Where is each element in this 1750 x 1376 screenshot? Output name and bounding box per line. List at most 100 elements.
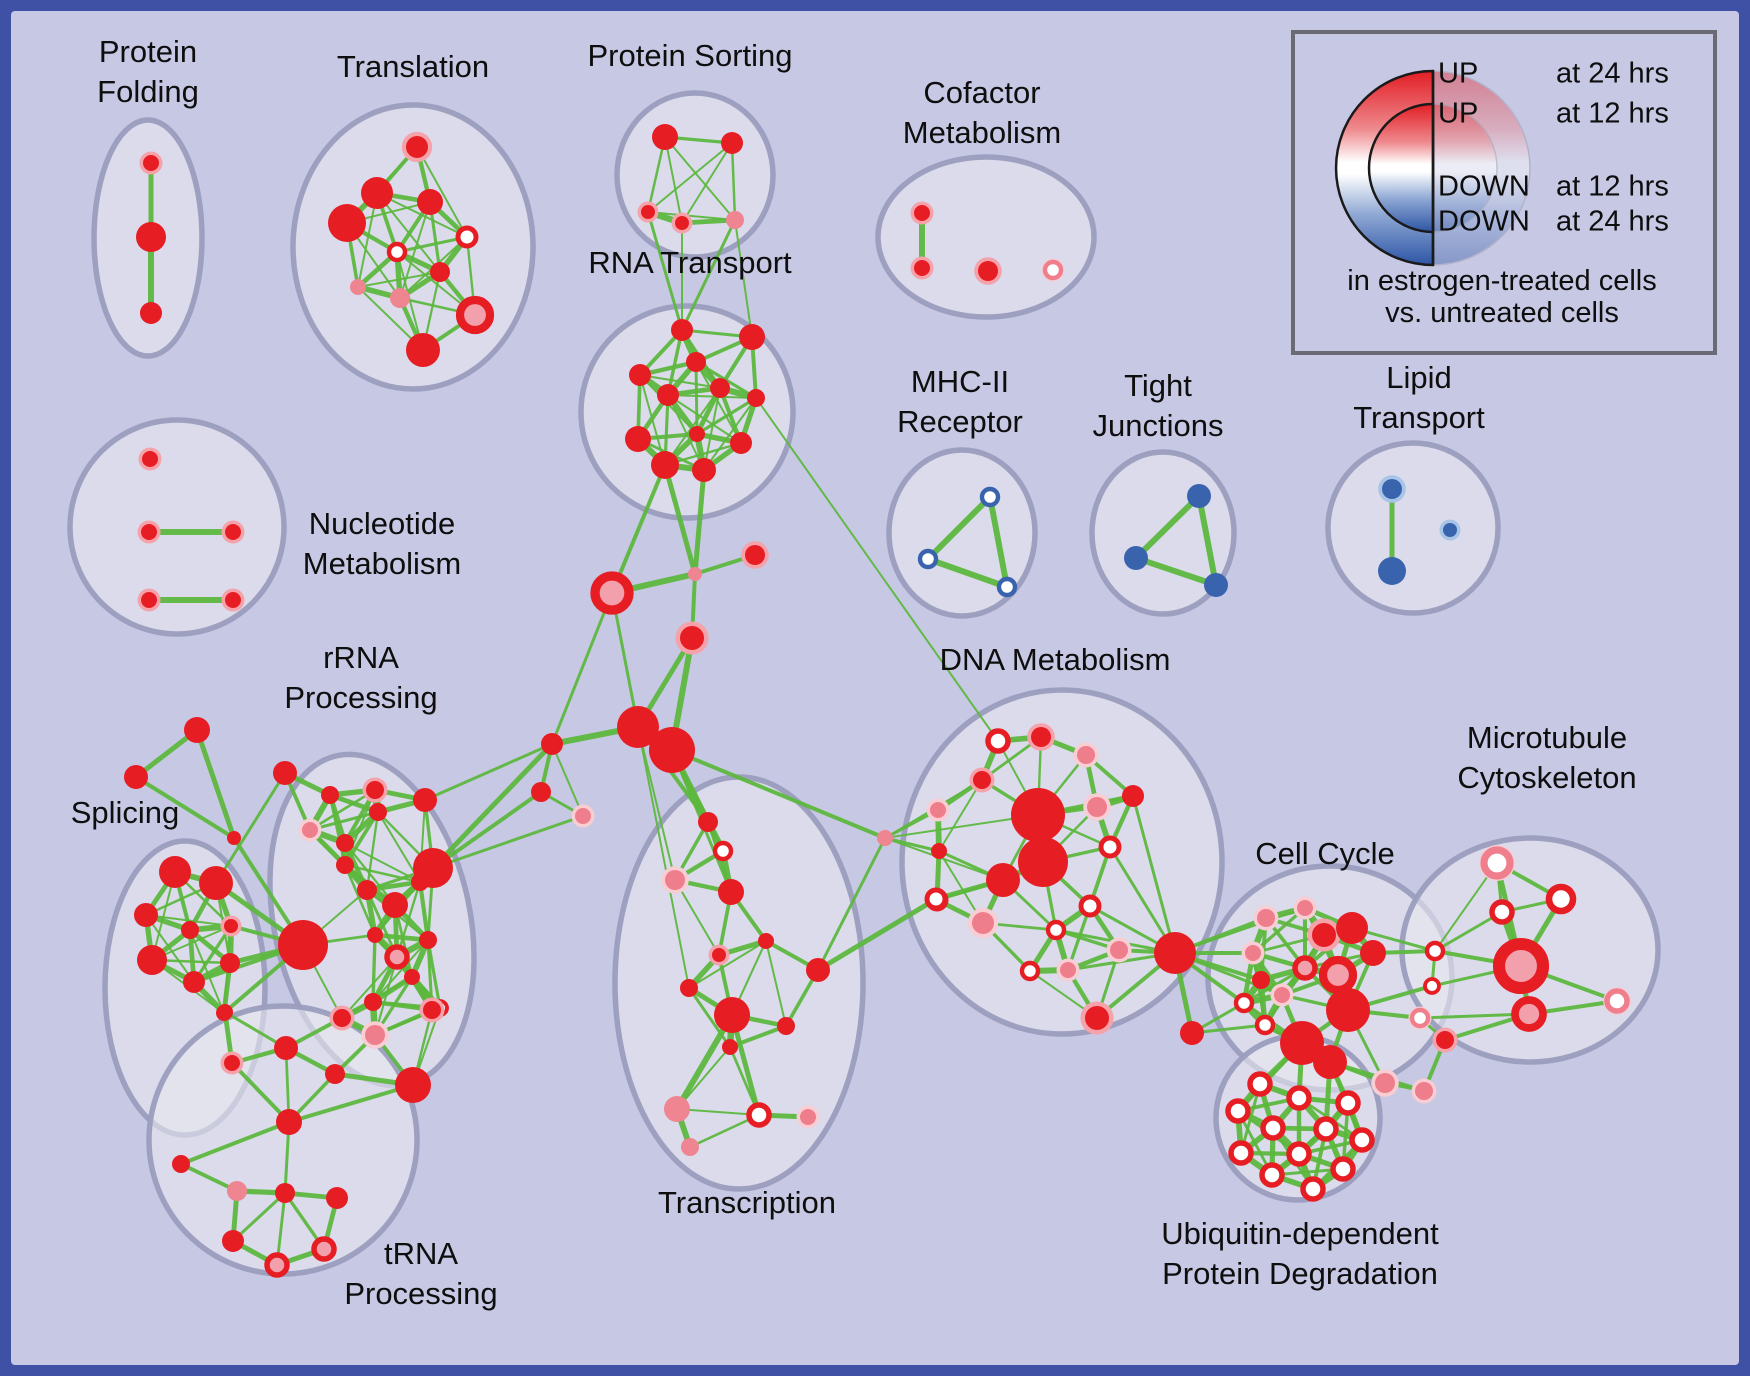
gene-node bbox=[199, 866, 233, 900]
gene-node bbox=[386, 241, 408, 263]
cluster-label-ubiquitin-degradation: Ubiquitin-dependent Protein Degradation bbox=[1161, 1216, 1439, 1291]
edge bbox=[765, 940, 787, 1027]
gene-node bbox=[714, 997, 750, 1033]
gene-node bbox=[675, 216, 689, 230]
gene-node bbox=[617, 706, 659, 748]
gene-node bbox=[671, 319, 693, 341]
gene-node bbox=[222, 1230, 244, 1252]
gene-node bbox=[1110, 941, 1128, 959]
edge bbox=[365, 810, 380, 892]
edge bbox=[815, 896, 939, 973]
edge bbox=[675, 1107, 761, 1117]
gene-node bbox=[681, 1138, 699, 1156]
gene-node bbox=[220, 953, 240, 973]
gene-node bbox=[1375, 1073, 1395, 1093]
gene-node bbox=[979, 486, 1001, 508]
gene-node bbox=[1423, 977, 1441, 995]
legend-entry-label: UP bbox=[1438, 58, 1478, 90]
edge bbox=[680, 218, 737, 332]
gene-node bbox=[1382, 479, 1402, 499]
edge bbox=[231, 1191, 287, 1243]
edge bbox=[647, 142, 733, 213]
edge bbox=[343, 863, 377, 937]
edge bbox=[816, 836, 887, 972]
edge bbox=[1196, 493, 1219, 588]
gene-node bbox=[1098, 835, 1122, 859]
gene-node bbox=[1045, 919, 1067, 941]
nodes-cell-cycle bbox=[1233, 896, 1386, 1079]
edge bbox=[703, 387, 721, 471]
edge bbox=[179, 1162, 239, 1193]
cluster-label-transcription: Transcription bbox=[658, 1185, 836, 1220]
gene-node bbox=[978, 261, 998, 281]
nodes-connectors bbox=[124, 541, 1399, 1097]
gene-node bbox=[417, 189, 443, 215]
gene-node bbox=[395, 1067, 431, 1103]
legend-box bbox=[1291, 30, 1717, 355]
legend-entry-label: UP bbox=[1438, 98, 1478, 130]
gene-node bbox=[227, 1181, 247, 1201]
gene-node bbox=[350, 279, 366, 295]
gene-node bbox=[406, 136, 428, 158]
edge bbox=[192, 924, 233, 984]
nodes-rrna-processing bbox=[273, 761, 453, 1103]
edge bbox=[674, 1012, 735, 1112]
cluster-label-lipid-transport: Lipid Transport bbox=[1353, 360, 1485, 435]
gene-node bbox=[686, 352, 706, 372]
nodes-cofactor-metabolism bbox=[910, 201, 1065, 285]
gene-node bbox=[718, 879, 744, 905]
gene-node bbox=[665, 870, 685, 890]
cluster-labels: Protein Folding Translation Protein Sorting… bbox=[71, 34, 1637, 1311]
gene-node bbox=[1313, 1045, 1347, 1079]
cluster-label-protein-sorting: Protein Sorting bbox=[587, 38, 792, 73]
gene-node bbox=[136, 222, 166, 252]
edge bbox=[703, 397, 757, 471]
gene-node bbox=[692, 458, 716, 482]
gene-node bbox=[625, 426, 651, 452]
gene-node bbox=[275, 1183, 295, 1203]
gene-node bbox=[541, 733, 563, 755]
gene-node bbox=[726, 211, 744, 229]
gene-node bbox=[366, 781, 384, 799]
edge bbox=[287, 1083, 415, 1124]
gene-node bbox=[274, 1036, 298, 1060]
gene-node bbox=[689, 426, 705, 442]
gene-node bbox=[336, 856, 354, 874]
gene-node bbox=[1318, 955, 1358, 995]
gene-node bbox=[455, 225, 479, 249]
legend-footnote-line: in estrogen-treated cells bbox=[1347, 265, 1657, 297]
gene-node bbox=[1604, 988, 1630, 1014]
gene-node bbox=[455, 295, 495, 335]
edge bbox=[755, 397, 999, 742]
gene-node bbox=[1436, 1031, 1454, 1049]
edge bbox=[664, 136, 736, 221]
gene-node bbox=[1060, 962, 1076, 978]
gene-node bbox=[1260, 1115, 1286, 1141]
gene-node bbox=[1259, 1162, 1285, 1188]
gene-node bbox=[1078, 894, 1102, 918]
edge bbox=[687, 986, 732, 1049]
cluster-label-rrna-processing: rRNA Processing bbox=[284, 640, 437, 715]
edge bbox=[551, 743, 584, 817]
edge bbox=[395, 880, 422, 959]
gene-node bbox=[140, 302, 162, 324]
nodes-transcription bbox=[661, 812, 830, 1156]
nodes-microtubule-cytoskeleton bbox=[1408, 845, 1631, 1104]
nodes-nucleotide-metabolism bbox=[137, 447, 245, 612]
gene-node bbox=[1336, 912, 1368, 944]
gene-node bbox=[1443, 523, 1457, 537]
gene-node bbox=[159, 856, 191, 888]
gene-node bbox=[273, 761, 297, 785]
gene-node bbox=[1286, 1085, 1312, 1111]
cluster-label-mhc-ii-receptor: MHC-II Receptor bbox=[897, 364, 1023, 439]
edge bbox=[695, 396, 758, 436]
gene-node bbox=[710, 378, 730, 398]
cluster-label-splicing: Splicing bbox=[71, 795, 180, 830]
gene-node bbox=[326, 1187, 348, 1209]
edge bbox=[646, 210, 684, 332]
edge bbox=[610, 591, 640, 729]
gene-node bbox=[365, 1025, 385, 1045]
gene-node bbox=[758, 933, 774, 949]
legend-entry-label: DOWN bbox=[1438, 206, 1530, 238]
gene-node bbox=[1274, 987, 1290, 1003]
